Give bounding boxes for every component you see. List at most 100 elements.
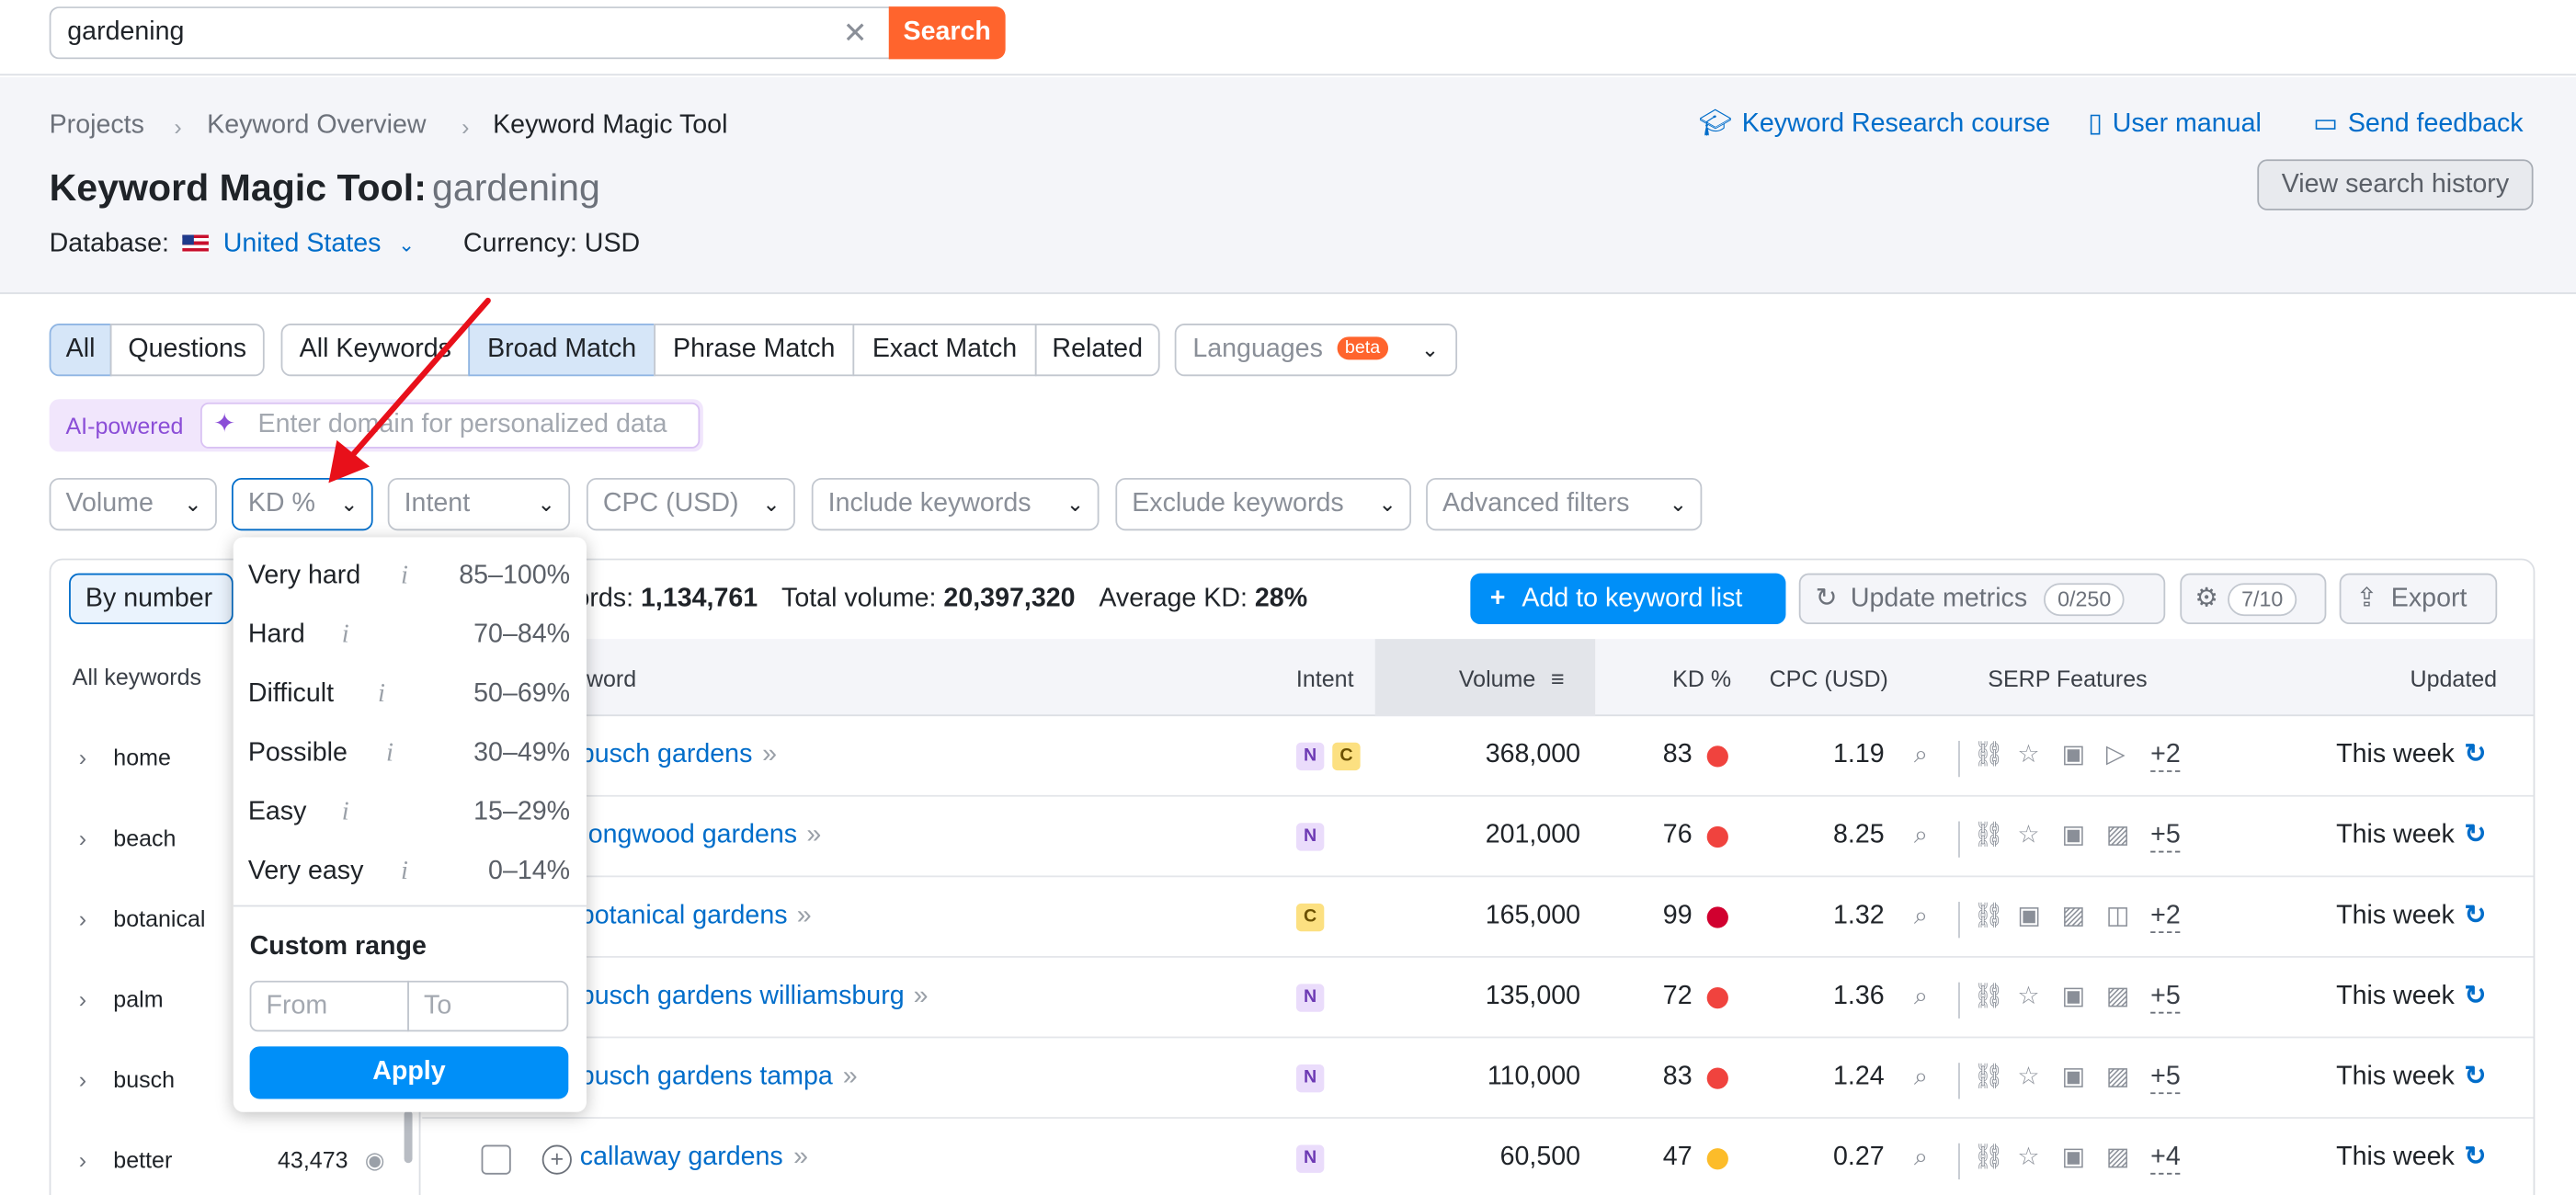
breadcrumb-projects[interactable]: Projects [49,111,144,140]
group-item[interactable]: › beach [73,821,417,902]
kd-option-very-easy[interactable]: Very easy i 0–14% [248,856,570,915]
tab-all[interactable]: All [49,324,112,377]
group-item[interactable]: › better 43,473 ◉ [73,1144,417,1195]
keyword-link[interactable]: busch gardens williamsburg [579,982,905,1010]
table-row[interactable] [422,1038,2534,1119]
keyword-link[interactable]: ongwood gardens [587,821,798,849]
keyword-research-course-link[interactable]: 🎓︎ Keyword Research course [1699,108,2050,142]
database-value[interactable]: United States [222,230,382,258]
exclude-keywords-filter[interactable]: Exclude keywords ⌄ [1115,478,1412,531]
serp-more-link[interactable]: +5 [2150,1063,2181,1095]
tab-questions[interactable]: Questions [109,324,265,377]
keyword-drilldown-icon[interactable]: » [796,902,812,930]
search-button[interactable]: Search [888,6,1006,60]
keyword-drilldown-icon[interactable]: » [806,821,822,849]
serp-more-link[interactable]: +2 [2150,902,2181,934]
volume-filter[interactable]: Volume ⌄ [49,478,217,531]
chevron-right-icon[interactable]: › [78,905,87,932]
th-intent[interactable]: Intent [1295,665,1354,692]
group-item[interactable]: › palm [73,983,417,1064]
chevron-right-icon[interactable]: › [78,1065,87,1093]
user-manual-link[interactable]: ▯ User manual [2088,108,2262,142]
keyword-link[interactable]: busch gardens tampa [579,1063,833,1091]
row-checkbox[interactable] [481,1144,511,1175]
kd-option-very-hard[interactable]: Very hard i 85–100% [248,560,570,619]
breadcrumb-keyword-overview[interactable]: Keyword Overview [207,111,427,140]
keyword-link[interactable]: callaway gardens [579,1143,783,1172]
th-kd[interactable]: KD % [1672,665,1732,692]
volume-sort-column[interactable] [1374,639,1596,717]
chevron-right-icon[interactable]: › [78,985,87,1012]
search-input[interactable]: gardening [49,6,891,60]
table-row[interactable] [422,958,2534,1039]
kd-from-input[interactable]: From [249,980,409,1032]
eye-icon[interactable]: ◉ [364,1146,385,1173]
th-keyword[interactable]: word [586,665,637,692]
group-item[interactable]: › home [73,741,417,822]
refresh-icon[interactable]: ↻ [2464,1063,2487,1091]
update-metrics-button[interactable]: ↻ Update metrics 0/250 [1798,573,2166,625]
table-row[interactable] [422,716,2534,797]
personalized-domain-input[interactable]: Enter domain for personalized data [200,402,701,449]
refresh-icon[interactable]: ↻ [2464,902,2487,930]
database-selector[interactable]: Database: United States ⌄ [50,228,415,261]
keyword-link[interactable]: botanical gardens [579,902,788,930]
th-cpc[interactable]: CPC (USD) [1769,665,1888,692]
keyword-link[interactable]: busch gardens [579,740,753,769]
sort-descending-icon[interactable]: ≡ [1550,665,1565,692]
tab-phrase-match[interactable]: Phrase Match [654,324,855,377]
add-circle-icon[interactable]: + [541,1144,572,1175]
info-icon[interactable]: i [401,562,408,590]
info-icon[interactable]: i [401,857,408,886]
kd-option-difficult[interactable]: Difficult i 50–69% [248,678,570,737]
group-item[interactable]: › botanical [73,902,417,983]
tab-broad-match[interactable]: Broad Match [468,324,656,377]
apply-button[interactable]: Apply [249,1046,569,1099]
include-keywords-filter[interactable]: Include keywords ⌄ [811,478,1100,531]
serp-more-link[interactable]: +5 [2150,821,2181,853]
cpc-filter[interactable]: CPC (USD) ⌄ [586,478,795,531]
info-icon[interactable]: i [378,679,385,709]
settings-button[interactable]: ⚙ 7/10 [2180,573,2327,625]
send-feedback-link[interactable]: ▭ Send feedback [2313,108,2524,142]
th-serp-features[interactable]: SERP Features [1988,665,2148,692]
refresh-icon[interactable]: ↻ [2464,821,2487,849]
serp-more-link[interactable]: +4 [2150,1144,2181,1175]
clear-search-icon[interactable]: ✕ [842,16,868,50]
table-row[interactable] [422,877,2534,958]
keyword-drilldown-icon[interactable]: » [913,982,929,1010]
tab-exact-match[interactable]: Exact Match [852,324,1037,377]
keyword-drilldown-icon[interactable]: » [793,1143,809,1172]
serp-more-link[interactable]: +2 [2150,741,2181,772]
kd-option-hard[interactable]: Hard i 70–84% [248,620,570,678]
info-icon[interactable]: i [341,798,349,826]
group-by-number-button[interactable]: By number [69,573,234,625]
refresh-icon[interactable]: ↻ [2464,982,2487,1010]
chevron-right-icon[interactable]: › [78,1146,87,1173]
info-icon[interactable]: i [341,620,349,649]
tab-related[interactable]: Related [1034,324,1160,377]
kd-option-easy[interactable]: Easy i 15–29% [248,797,570,856]
th-volume[interactable]: Volume [1458,665,1536,692]
advanced-filters[interactable]: Advanced filters ⌄ [1426,478,1703,531]
view-search-history-button[interactable]: View search history [2257,159,2534,211]
refresh-icon[interactable]: ↻ [2464,1143,2487,1172]
refresh-icon[interactable]: ↻ [2464,740,2487,769]
th-updated[interactable]: Updated [2410,665,2498,692]
serp-more-link[interactable]: +5 [2150,983,2181,1014]
kd-filter[interactable]: KD % ⌄ [231,478,373,531]
sidebar-scrollbar[interactable] [404,1110,413,1164]
keyword-drilldown-icon[interactable]: » [842,1063,858,1091]
languages-dropdown[interactable]: Languages beta ⌄ [1174,324,1458,377]
keyword-drilldown-icon[interactable]: » [762,740,778,769]
group-item[interactable]: › busch [73,1063,417,1144]
table-row[interactable] [422,797,2534,878]
tab-all-keywords[interactable]: All Keywords [280,324,471,377]
export-button[interactable]: ⇪ Export [2339,573,2498,625]
chevron-right-icon[interactable]: › [78,825,87,851]
add-to-keyword-list-button[interactable]: + Add to keyword list [1470,573,1786,625]
info-icon[interactable]: i [385,739,393,768]
kd-option-possible[interactable]: Possible i 30–49% [248,737,570,796]
kd-to-input[interactable]: To [407,980,569,1032]
chevron-right-icon[interactable]: › [78,744,87,771]
